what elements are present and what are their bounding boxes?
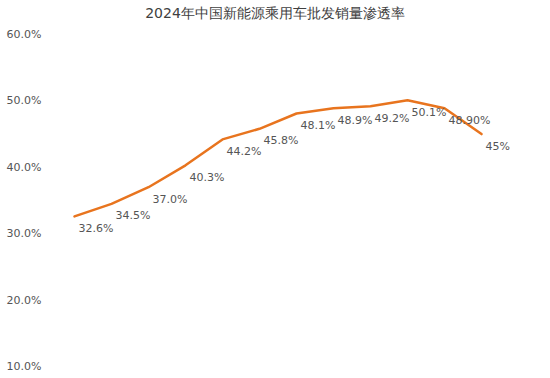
svg-text:34.5%: 34.5% [116,209,151,222]
svg-text:49.2%: 49.2% [375,112,410,125]
svg-text:45.8%: 45.8% [264,134,299,147]
svg-text:44.2%: 44.2% [227,145,262,158]
svg-text:60.0%: 60.0% [7,28,42,41]
svg-text:45%: 45% [486,140,510,153]
html-text:2024年中国新能源乘用车批发销量渗透率: 2024年中国新能源乘用车批发销量渗透率 [145,5,405,21]
svg-text:32.6%: 32.6% [79,222,114,235]
svg-text:48.90%: 48.90% [449,114,491,127]
svg-text:50.0%: 50.0% [7,94,42,107]
svg-text:37.0%: 37.0% [153,193,188,206]
svg-text:40.3%: 40.3% [190,171,225,184]
svg-text:48.9%: 48.9% [338,114,373,127]
svg-text:20.0%: 20.0% [7,294,42,307]
svg-text:48.1%: 48.1% [301,119,336,132]
svg-text:30.0%: 30.0% [7,227,42,240]
svg-text:10.0%: 10.0% [7,360,42,373]
svg-text:40.0%: 40.0% [7,161,42,174]
svg-text:50.1%: 50.1% [412,106,447,119]
